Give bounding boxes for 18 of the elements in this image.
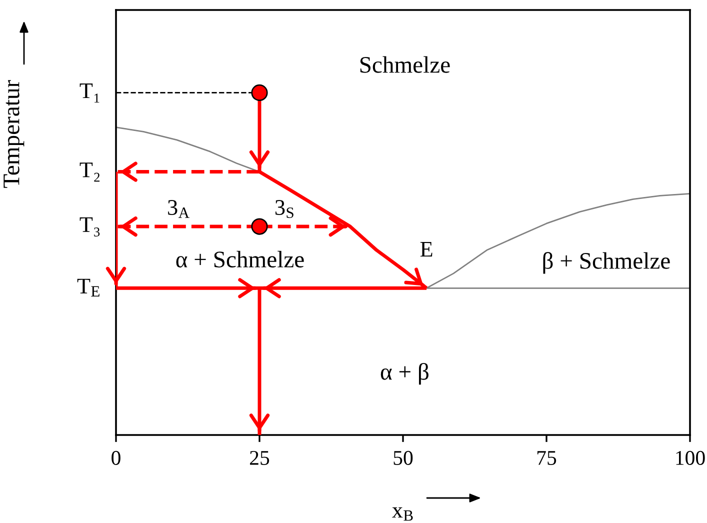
text: Schmelze xyxy=(360,56,450,73)
annotation: E xyxy=(420,242,432,257)
x-tick-label: 25 xyxy=(250,450,270,465)
x-tick-label: 50 xyxy=(394,450,413,465)
annotation: 3$_{S}$ xyxy=(275,200,294,218)
x-tick-label: 100 xyxy=(676,450,705,465)
annotation: T₃ xyxy=(80,217,100,236)
annotation: T₂ xyxy=(80,162,100,182)
x-tick-label: 75 xyxy=(537,451,556,465)
annotation: β + Schmelze xyxy=(543,252,670,274)
y-axis-title: Temperatur xyxy=(4,80,24,188)
annotation: 3$_{A}$ xyxy=(168,200,190,218)
x-axis-title: x$_{B}$ xyxy=(392,507,413,521)
annotation: T₁ xyxy=(80,83,100,102)
x-tick-label: 0 xyxy=(112,450,120,465)
annotation: α + β xyxy=(380,362,428,385)
annotation: α + Schmelze xyxy=(176,250,304,268)
annotation: T$_{E}$ xyxy=(77,278,100,296)
